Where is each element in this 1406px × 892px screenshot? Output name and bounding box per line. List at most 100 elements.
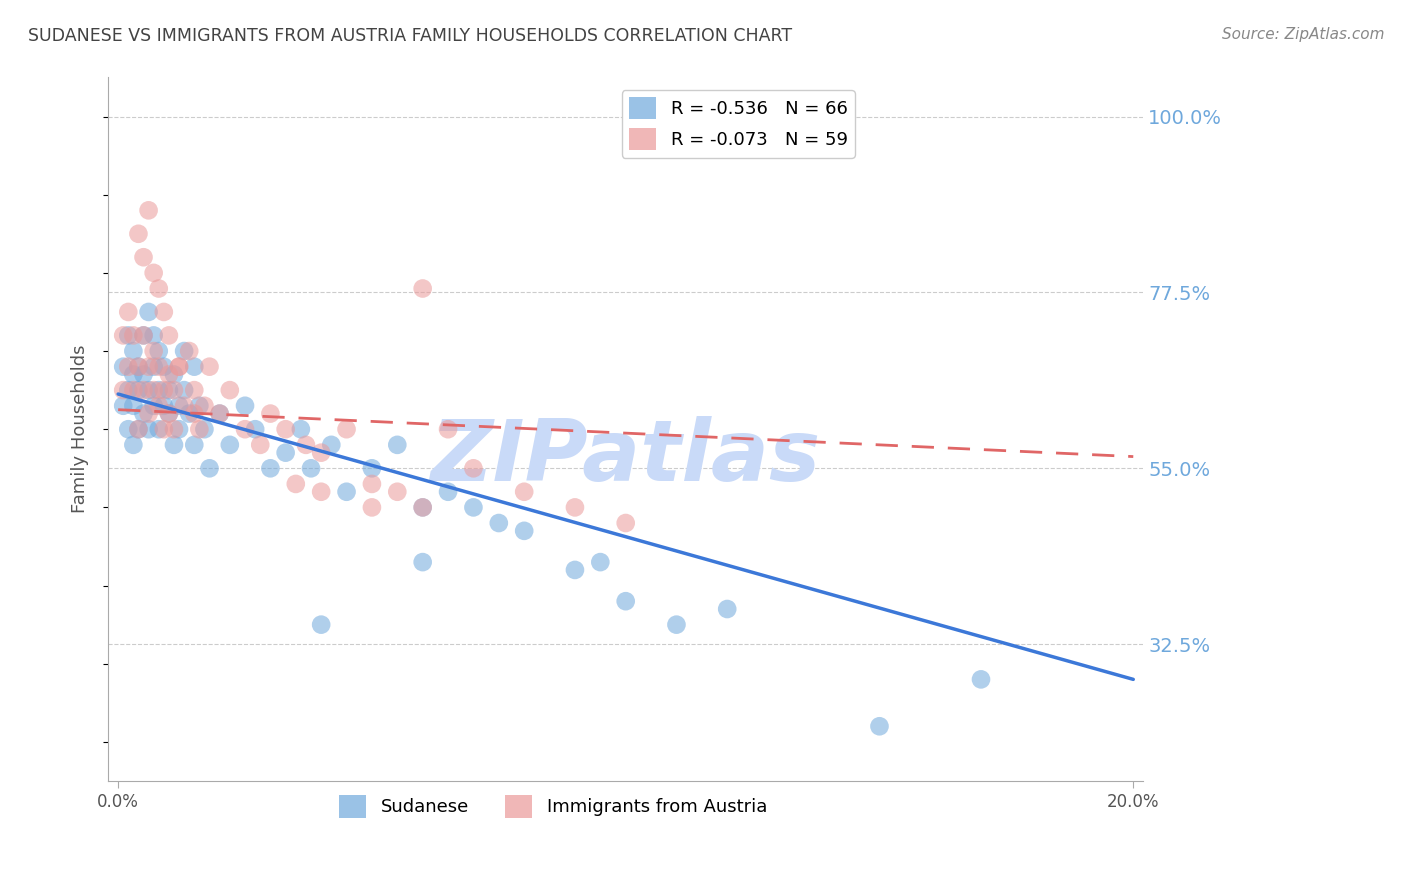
Point xyxy=(183,359,205,374)
Point xyxy=(142,359,165,374)
Point xyxy=(290,422,312,436)
Point xyxy=(284,477,307,491)
Point xyxy=(148,422,170,436)
Point xyxy=(274,422,297,436)
Point xyxy=(193,422,215,436)
Point xyxy=(142,399,165,413)
Point xyxy=(122,383,145,397)
Point xyxy=(243,422,266,436)
Point xyxy=(208,407,231,421)
Point xyxy=(138,305,160,319)
Point xyxy=(127,422,149,436)
Point xyxy=(513,524,536,538)
Point xyxy=(387,438,409,452)
Point xyxy=(153,359,176,374)
Point xyxy=(148,344,170,359)
Point xyxy=(309,445,332,459)
Point xyxy=(564,563,586,577)
Point xyxy=(295,438,318,452)
Point xyxy=(127,422,149,436)
Point xyxy=(132,368,155,382)
Point xyxy=(869,719,891,733)
Point xyxy=(387,484,409,499)
Point xyxy=(412,555,434,569)
Point xyxy=(513,484,536,499)
Point xyxy=(167,422,190,436)
Point xyxy=(122,399,145,413)
Point xyxy=(142,266,165,280)
Point xyxy=(167,359,190,374)
Legend: Sudanese, Immigrants from Austria: Sudanese, Immigrants from Austria xyxy=(332,789,775,825)
Point xyxy=(218,438,240,452)
Point xyxy=(117,383,139,397)
Point xyxy=(153,399,176,413)
Point xyxy=(183,407,205,421)
Point xyxy=(361,500,384,515)
Point xyxy=(132,407,155,421)
Point xyxy=(122,344,145,359)
Point xyxy=(233,422,256,436)
Point xyxy=(142,328,165,343)
Point xyxy=(259,461,281,475)
Point xyxy=(259,407,281,421)
Point xyxy=(970,673,993,687)
Point xyxy=(412,500,434,515)
Point xyxy=(132,250,155,264)
Point xyxy=(117,328,139,343)
Point xyxy=(127,359,149,374)
Point xyxy=(218,383,240,397)
Point xyxy=(157,383,180,397)
Point xyxy=(117,422,139,436)
Point xyxy=(148,281,170,295)
Point xyxy=(488,516,510,530)
Point xyxy=(198,359,221,374)
Point xyxy=(183,383,205,397)
Point xyxy=(412,500,434,515)
Point xyxy=(153,422,176,436)
Point xyxy=(173,344,195,359)
Point xyxy=(299,461,322,475)
Point xyxy=(564,500,586,515)
Point xyxy=(412,281,434,295)
Point xyxy=(249,438,271,452)
Point xyxy=(112,328,135,343)
Point xyxy=(163,383,186,397)
Text: ZIPatlas: ZIPatlas xyxy=(430,416,821,499)
Point xyxy=(437,484,460,499)
Y-axis label: Family Households: Family Households xyxy=(72,345,89,514)
Point xyxy=(153,305,176,319)
Point xyxy=(163,438,186,452)
Point xyxy=(122,328,145,343)
Point xyxy=(138,203,160,218)
Point xyxy=(122,368,145,382)
Point xyxy=(127,227,149,241)
Point xyxy=(309,617,332,632)
Point xyxy=(167,359,190,374)
Point xyxy=(179,344,201,359)
Point xyxy=(163,368,186,382)
Point xyxy=(153,383,176,397)
Point xyxy=(122,438,145,452)
Point xyxy=(173,383,195,397)
Point xyxy=(157,407,180,421)
Point xyxy=(142,383,165,397)
Point xyxy=(335,484,357,499)
Point xyxy=(335,422,357,436)
Point xyxy=(614,516,637,530)
Point xyxy=(117,359,139,374)
Point xyxy=(589,555,612,569)
Point xyxy=(309,484,332,499)
Point xyxy=(132,383,155,397)
Point xyxy=(274,445,297,459)
Point xyxy=(112,383,135,397)
Point xyxy=(208,407,231,421)
Point xyxy=(157,368,180,382)
Point xyxy=(665,617,688,632)
Point xyxy=(361,477,384,491)
Text: Source: ZipAtlas.com: Source: ZipAtlas.com xyxy=(1222,27,1385,42)
Point xyxy=(463,461,485,475)
Point xyxy=(198,461,221,475)
Point xyxy=(614,594,637,608)
Point xyxy=(138,359,160,374)
Point xyxy=(117,305,139,319)
